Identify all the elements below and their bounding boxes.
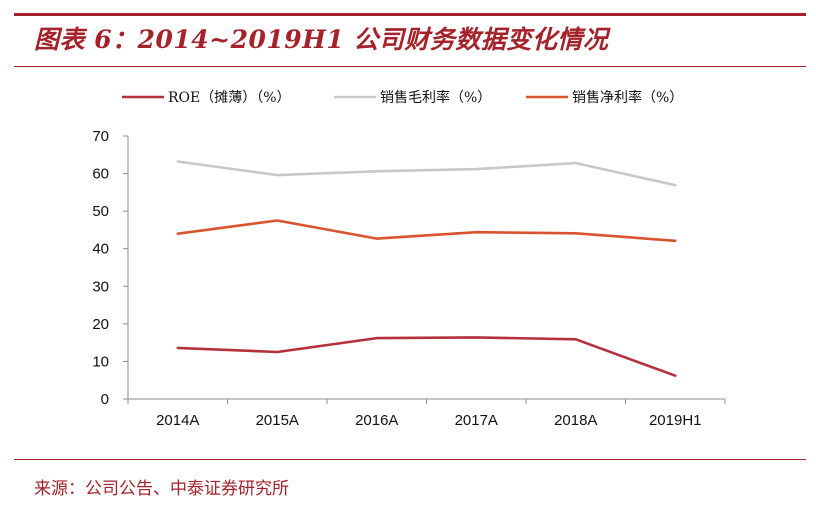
y-tick-label: 10 xyxy=(92,353,109,370)
chart-series-layer xyxy=(176,160,677,378)
y-tick-label: 40 xyxy=(92,241,109,258)
y-tick-label: 30 xyxy=(92,278,109,295)
legend-label-3: 销售净利率（%） xyxy=(572,89,683,106)
title-top-rule xyxy=(14,13,806,16)
x-tick-label: 2018A xyxy=(554,412,597,429)
chart-axes: 0 10 20 30 40 50 60 70 2014A 2015A 2016A 2017A 2018A… xyxy=(92,128,726,429)
series-line-1 xyxy=(176,336,677,378)
series-line-2 xyxy=(176,160,677,187)
source-top-rule xyxy=(14,459,806,460)
y-tick-label: 60 xyxy=(92,166,109,183)
title-bottom-rule xyxy=(14,66,806,67)
x-tick-label: 2017A xyxy=(455,412,498,429)
legend-label-1: ROE（摊薄）（%） xyxy=(168,90,291,106)
x-tick-label: 2015A xyxy=(256,412,299,429)
x-tick-label: 2016A xyxy=(355,412,398,429)
y-tick-label: 50 xyxy=(92,203,109,220)
chart-legend: ROE（摊薄）（%） 销售毛利率（%） 销售净利率（%） xyxy=(122,89,683,106)
series-line-3 xyxy=(176,219,677,243)
source-note: 来源：公司公告、中泰证券研究所 xyxy=(34,479,289,499)
y-tick-label: 0 xyxy=(101,391,109,408)
y-tick-label: 20 xyxy=(92,316,109,333)
y-tick-label: 70 xyxy=(92,128,109,145)
legend-label-2: 销售毛利率（%） xyxy=(380,89,491,106)
x-tick-label: 2019H1 xyxy=(649,412,702,429)
chart-title: 图表 6：2014~2019H1 公司财务数据变化情况 xyxy=(34,25,609,54)
x-tick-label: 2014A xyxy=(156,412,199,429)
